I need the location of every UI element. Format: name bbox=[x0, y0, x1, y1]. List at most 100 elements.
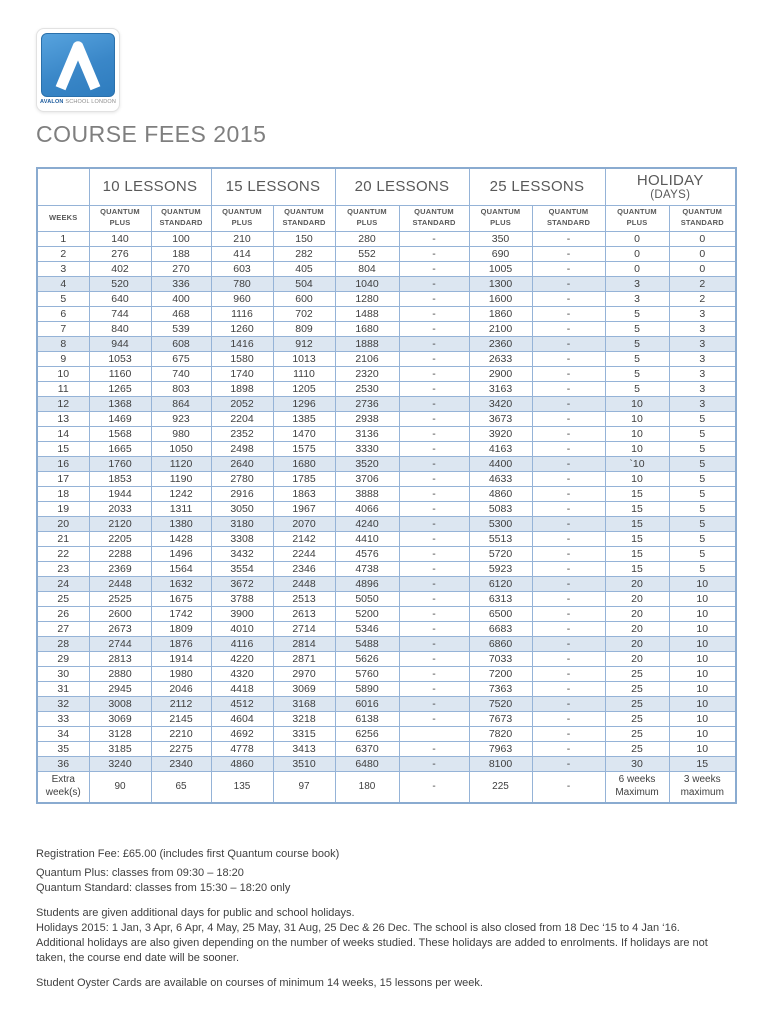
fee-cell: - bbox=[531, 275, 606, 292]
col-header-10-plus: QUANTUM PLUS bbox=[88, 204, 152, 232]
fee-cell: 1428 bbox=[150, 530, 212, 547]
fee-cell: 1742 bbox=[150, 605, 212, 622]
fee-cell: - bbox=[398, 665, 470, 682]
fee-cell: 20 bbox=[604, 575, 670, 592]
fee-cell: 2 bbox=[668, 290, 737, 307]
fee-row: 3 402 270 603 405 804-1005-0 0 bbox=[36, 260, 737, 277]
fee-cell: 804 bbox=[334, 260, 400, 277]
fee-cell: 15 bbox=[604, 530, 670, 547]
fee-cell: 1120 bbox=[150, 455, 212, 472]
fee-cell: 5923 bbox=[468, 560, 533, 577]
fee-cell: 2736 bbox=[334, 395, 400, 412]
fee-cell: 2210 bbox=[150, 725, 212, 742]
fee-cell: 3128 bbox=[88, 725, 152, 742]
fee-cell: 7033 bbox=[468, 650, 533, 667]
fee-cell: 180 bbox=[334, 770, 400, 804]
fee-cell: 65 bbox=[150, 770, 212, 804]
col-header-holiday-standard: QUANTUM STANDARD bbox=[668, 204, 737, 232]
week-number: 20 bbox=[36, 515, 90, 532]
fee-cell: 1876 bbox=[150, 635, 212, 652]
fee-cell: 2352 bbox=[210, 425, 274, 442]
col-header-10-standard: QUANTUM STANDARD bbox=[150, 204, 212, 232]
fee-cell: 1680 bbox=[334, 320, 400, 337]
fee-cell: - bbox=[398, 740, 470, 757]
col-header-25-standard: QUANTUM STANDARD bbox=[531, 204, 606, 232]
fee-cell: 960 bbox=[210, 290, 274, 307]
fee-cell: 5 bbox=[668, 425, 737, 442]
fee-cell: 1296 bbox=[272, 395, 336, 412]
fee-row: 20 2120 1380 3180 2070 4240-5300-15 5 bbox=[36, 515, 737, 532]
fee-cell: 2346 bbox=[272, 560, 336, 577]
fee-cell: 4163 bbox=[468, 440, 533, 457]
fee-cell: 3900 bbox=[210, 605, 274, 622]
fee-cell: 923 bbox=[150, 410, 212, 427]
week-number: 12 bbox=[36, 395, 90, 412]
fee-cell: 5300 bbox=[468, 515, 533, 532]
fee-cell: 2142 bbox=[272, 530, 336, 547]
fee-cell: 10 bbox=[668, 650, 737, 667]
logo-caption: AVALON SCHOOL LONDON bbox=[40, 99, 118, 106]
fee-cell: - bbox=[398, 260, 470, 277]
week-number: 31 bbox=[36, 680, 90, 697]
fee-row: 35 3185 2275 4778 3413 6370-7963-25 10 bbox=[36, 740, 737, 757]
fee-cell: - bbox=[398, 350, 470, 367]
fee-cell: 20 bbox=[604, 590, 670, 607]
fee-cell: - bbox=[531, 305, 606, 322]
fee-cell: 15 bbox=[668, 755, 737, 772]
fee-cell: 15 bbox=[604, 500, 670, 517]
fee-cell: 1040 bbox=[334, 275, 400, 292]
fee-cell: 5 bbox=[604, 350, 670, 367]
fee-cell: 2916 bbox=[210, 485, 274, 502]
fee-cell: 10 bbox=[668, 605, 737, 622]
fee-cell: 5 bbox=[604, 380, 670, 397]
fee-cell: 400 bbox=[150, 290, 212, 307]
fee-cell: 2070 bbox=[272, 515, 336, 532]
fee-row: 6 744 468 1116 702 1488-1860-5 3 bbox=[36, 305, 737, 322]
fee-cell: 4860 bbox=[210, 755, 274, 772]
fee-cell: - bbox=[531, 710, 606, 727]
fee-cell: 100 bbox=[150, 230, 212, 247]
fee-cell: 6138 bbox=[334, 710, 400, 727]
fee-cell: 1600 bbox=[468, 290, 533, 307]
fee-cell: 3050 bbox=[210, 500, 274, 517]
fee-cell: 702 bbox=[272, 305, 336, 322]
fee-cell: - bbox=[531, 530, 606, 547]
fee-cell: - bbox=[398, 470, 470, 487]
fee-cell: 5346 bbox=[334, 620, 400, 637]
fee-cell: - bbox=[398, 650, 470, 667]
fee-cell: - bbox=[531, 230, 606, 247]
fee-cell: 2780 bbox=[210, 470, 274, 487]
fee-cell: - bbox=[531, 290, 606, 307]
fee-cell: 1914 bbox=[150, 650, 212, 667]
fee-cell: 3 bbox=[668, 320, 737, 337]
fee-cell: 10 bbox=[668, 635, 737, 652]
sub-header-row: WEEKS QUANTUM PLUS QUANTUM STANDARD QUAN… bbox=[36, 204, 737, 232]
fee-cell: 4410 bbox=[334, 530, 400, 547]
extra-weeks-label: Extra week(s) bbox=[36, 770, 90, 804]
fee-cell: 402 bbox=[88, 260, 152, 277]
fee-cell: - bbox=[531, 440, 606, 457]
fee-cell: - bbox=[531, 335, 606, 352]
fee-cell: 2600 bbox=[88, 605, 152, 622]
fee-cell: 20 bbox=[604, 605, 670, 622]
fee-cell: 2970 bbox=[272, 665, 336, 682]
fee-cell: 1469 bbox=[88, 410, 152, 427]
fee-cell: 2498 bbox=[210, 440, 274, 457]
fee-cell: - bbox=[398, 515, 470, 532]
fee-cell: 5 bbox=[668, 560, 737, 577]
fee-cell: 5488 bbox=[334, 635, 400, 652]
fee-cell: - bbox=[398, 455, 470, 472]
fee-cell: 2633 bbox=[468, 350, 533, 367]
fee-row: 11 1265 803 1898 1205 2530-3163-5 3 bbox=[36, 380, 737, 397]
fee-cell: 25 bbox=[604, 680, 670, 697]
fee-cell: 3240 bbox=[88, 755, 152, 772]
fee-cell: 4240 bbox=[334, 515, 400, 532]
fee-cell: 25 bbox=[604, 725, 670, 742]
fee-cell: 744 bbox=[88, 305, 152, 322]
fee-cell: 3168 bbox=[272, 695, 336, 712]
fee-cell: 552 bbox=[334, 245, 400, 262]
fee-row: 21 2205 1428 3308 2142 4410-5513-15 5 bbox=[36, 530, 737, 547]
fee-cell: 980 bbox=[150, 425, 212, 442]
fee-cell: 1740 bbox=[210, 365, 274, 382]
fee-cell: - bbox=[531, 545, 606, 562]
